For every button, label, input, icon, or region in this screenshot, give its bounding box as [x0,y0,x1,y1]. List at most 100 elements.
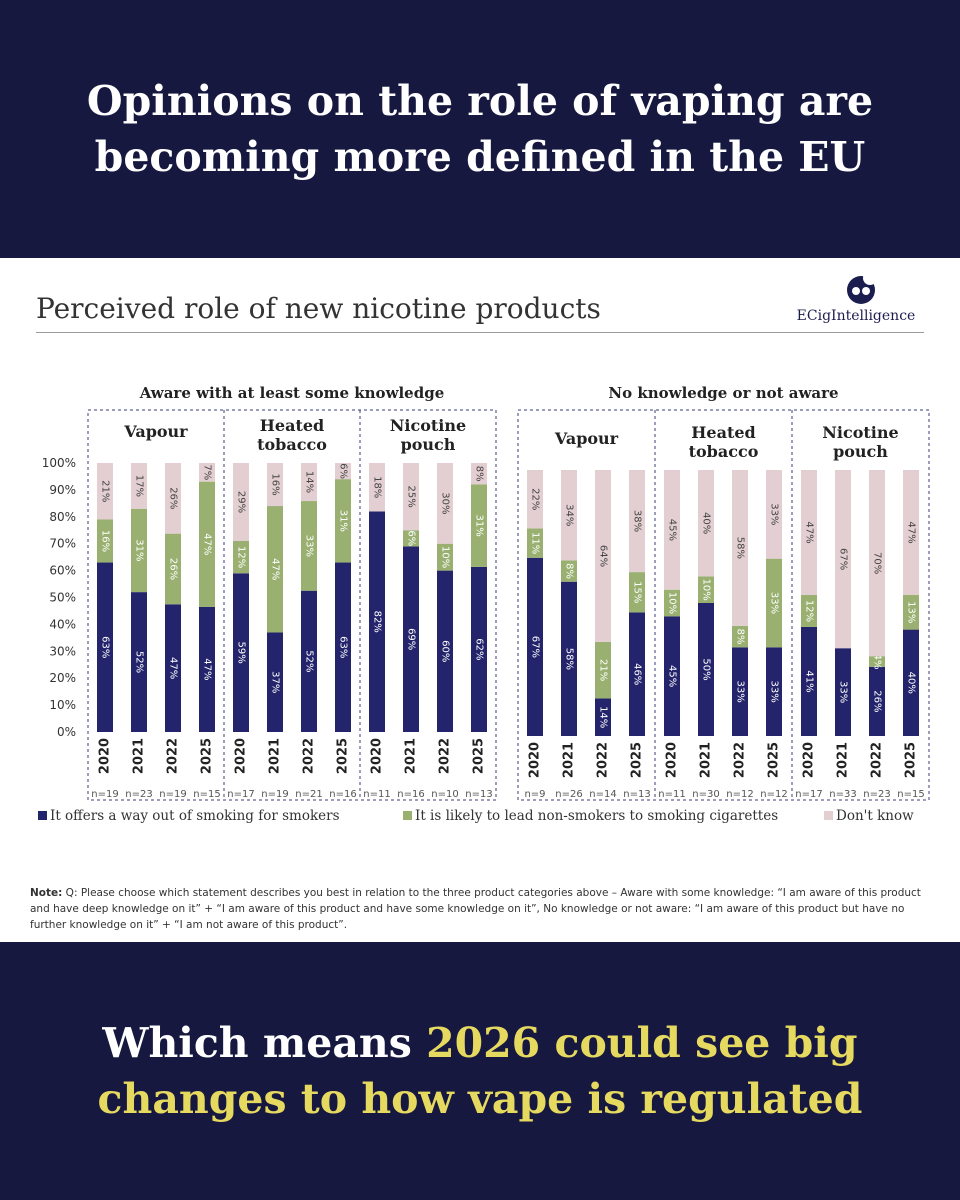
sample-size-label: n=21 [295,789,322,800]
bar-segment [629,612,645,736]
bar-segment [595,641,611,699]
data-label: 34% [564,504,575,526]
bar-segment [199,463,215,482]
x-tick-label: 2021 [404,738,419,774]
legend-label: It offers a way out of smoking for smoke… [50,808,340,824]
sample-size-label: n=23 [863,789,890,800]
legend-swatch [38,811,47,820]
data-label: 21% [598,659,609,681]
x-tick-label: 2021 [699,742,714,778]
data-label: 25% [406,486,417,508]
data-label: 67% [530,636,541,658]
panel-label: pouch [833,442,888,461]
data-label: 8% [735,629,746,645]
bar-segment [471,484,487,567]
data-label: 12% [804,600,815,622]
data-label: 16% [100,530,111,552]
data-label: 47% [202,658,213,680]
data-label: 26% [168,487,179,509]
panel-label: Vapour [554,429,619,448]
sample-size-label: n=13 [465,789,492,800]
data-label: 47% [906,521,917,543]
y-tick-label: 80% [49,510,76,524]
bottom-yellow-text-1: 2026 could see big [426,1019,858,1067]
data-label: 33% [769,681,780,703]
x-tick-label: 2021 [132,738,147,774]
y-tick-label: 0% [57,725,76,739]
sample-size-label: n=19 [261,789,288,800]
data-label: 33% [769,503,780,525]
headline-line-2: becoming more defined in the EU [94,133,866,181]
x-tick-label: 2025 [904,742,919,778]
y-tick-label: 10% [49,698,76,712]
bar-segment [97,519,113,563]
sample-size-label: n=30 [692,789,719,800]
chart-title: Perceived role of new nicotine products [36,292,601,325]
data-label: 15% [632,581,643,603]
data-label: 29% [236,491,247,513]
legend-swatch [824,811,833,820]
note-text: Q: Please choose which statement describ… [30,887,921,931]
sample-size-label: n=26 [555,789,582,800]
bar-segment [664,470,680,590]
bar-segment [869,666,885,736]
data-label: 47% [270,558,281,580]
data-label: 26% [872,690,883,712]
bar-segment [869,656,885,667]
data-label: 41% [804,670,815,692]
bar-segment [97,463,113,520]
bar-segment [233,463,249,542]
bar-segment [801,470,817,596]
sample-size-label: n=23 [125,789,152,800]
x-tick-label: 2025 [336,738,351,774]
data-label: 67% [838,548,849,570]
panel-label: Vapour [123,422,188,441]
x-tick-label: 2021 [836,742,851,778]
data-label: 63% [338,636,349,658]
bar-segment [267,506,283,633]
bar-segment [664,589,680,617]
logo-text: ECigIntelligence [796,308,916,324]
headline: Opinions on the role of vaping are becom… [0,0,960,258]
data-label: 10% [667,592,678,614]
title-divider [36,332,924,333]
bar-segment [595,698,611,736]
bar-segment [369,463,385,512]
bar-segment [801,595,817,627]
bar-segment [698,603,714,736]
x-tick-label: 2021 [562,742,577,778]
data-label: 31% [474,514,485,536]
data-label: 58% [564,648,575,670]
x-tick-label: 2022 [870,742,885,778]
bar-segment [471,463,487,485]
x-tick-label: 2022 [596,742,611,778]
data-label: 6% [338,463,349,479]
data-label: 37% [270,671,281,693]
data-label: 22% [530,488,541,510]
data-label: 26% [168,558,179,580]
y-tick-label: 30% [49,644,76,658]
data-label: 11% [530,532,541,554]
data-label: 8% [474,466,485,482]
data-label: 31% [134,539,145,561]
data-label: 50% [701,658,712,680]
bar-segment [335,479,351,563]
bar-segment [165,533,181,605]
data-label: 14% [304,471,315,493]
data-label: 33% [769,592,780,614]
bar-segment [869,470,885,657]
data-label: 8% [564,563,575,579]
bar-segment [131,463,147,509]
bar-segment [732,625,748,648]
x-tick-label: 2022 [302,738,317,774]
group-header: Aware with at least some knowledge [139,384,445,402]
bottom-yellow-text-2: changes to how vape is regulated [97,1075,863,1123]
bar-segment [527,557,543,736]
bar-segment [437,543,453,571]
bar-segment [698,576,714,603]
data-label: 17% [134,475,145,497]
sample-size-label: n=13 [623,789,650,800]
x-tick-label: 2020 [234,738,249,774]
x-tick-label: 2020 [370,738,385,774]
bar-segment [595,470,611,642]
